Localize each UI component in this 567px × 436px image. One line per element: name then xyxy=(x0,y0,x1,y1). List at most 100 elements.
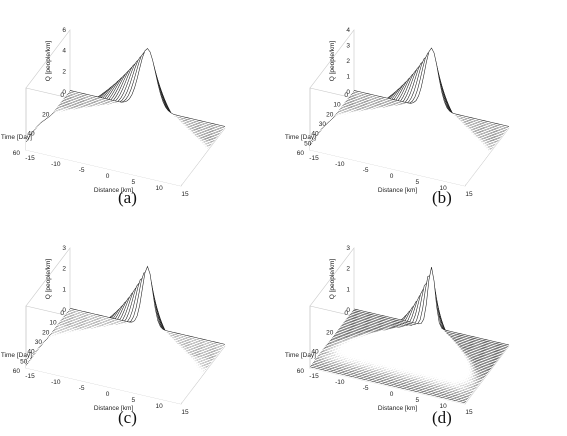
surface-fill-d xyxy=(329,340,485,378)
surface-fill-d xyxy=(327,343,483,381)
y-tick-label-b: 30 xyxy=(319,121,327,128)
surface-fill-d xyxy=(315,359,471,398)
x-tick-label-c: 15 xyxy=(181,409,189,416)
surface-fill-d xyxy=(340,326,496,364)
surface-fill-d xyxy=(319,354,475,392)
surface-fill-d xyxy=(338,329,494,367)
y-tick-label-b: 20 xyxy=(326,111,334,118)
x-tick-label-c: 5 xyxy=(132,397,136,404)
z-tick-label-b: 2 xyxy=(346,58,350,65)
z-axis-label-a: Q [people/km] xyxy=(45,41,52,82)
panel-b: -15 -10 -5 0 5 10 15 0 10 20 30 40 50 60 0 1 2 3 4 Distance… xyxy=(284,0,567,218)
x-tick-label-b: -15 xyxy=(309,155,319,162)
panel-d: -15 -10 -5 0 5 10 15 0 20 40 60 0 1 2 3 Distance [km] Ti… xyxy=(284,218,567,436)
panel-c: -15 -10 -5 0 5 10 15 0 10 20 30 40 50 60 0 1 2 3 Distance … xyxy=(0,218,283,436)
surface-fill-d xyxy=(320,352,476,391)
surface-plot-c: -15-10-505101501020304050600123Distance … xyxy=(1,245,226,416)
x-tick-label-a: -10 xyxy=(51,161,61,168)
z-axis-label-c: Q [people/km] xyxy=(45,259,52,300)
z-tick-label-b: 1 xyxy=(346,74,350,81)
surface-fill-d xyxy=(328,341,484,380)
surface-fill-d xyxy=(318,355,474,393)
surface-fill-d xyxy=(325,345,481,384)
surface-fill-a xyxy=(70,48,225,129)
x-tick-label-d: 10 xyxy=(440,403,448,410)
surface-fill-c xyxy=(70,266,225,346)
surface-fill-d xyxy=(314,361,470,399)
z-tick-label-c: 2 xyxy=(62,266,66,273)
y-tick-label-c: 40 xyxy=(27,349,35,356)
z-tick-label-b: 0 xyxy=(346,89,350,96)
y-tick-label-b: 40 xyxy=(311,131,319,138)
z-tick-label-a: 0 xyxy=(62,89,66,96)
surface-fill-d xyxy=(323,348,479,387)
y-tick-label-c: 50 xyxy=(20,358,28,365)
surface-fill-d xyxy=(312,363,468,402)
surface-fill-d xyxy=(321,351,477,389)
x-tick-label-d: -10 xyxy=(335,379,345,386)
z-tick-label-a: 6 xyxy=(62,27,66,34)
z-tick-label-d: 0 xyxy=(346,307,350,314)
x-tick-label-c: 10 xyxy=(156,403,164,410)
surface-fill-d xyxy=(311,365,467,403)
y-axis-label-c: Time [Day] xyxy=(1,352,32,359)
x-axis-label-c: Distance [km] xyxy=(94,405,134,412)
surface-mesh-a xyxy=(25,48,226,186)
y-tick-label-b: 0 xyxy=(344,92,348,99)
surface-fill-d xyxy=(337,331,493,369)
surface-line-a xyxy=(69,48,226,127)
surface-fill-d xyxy=(322,349,478,388)
x-tick-label-c: -10 xyxy=(51,379,61,386)
x-tick-label-a: -15 xyxy=(25,155,35,162)
y-axis-label-b: Time [Day] xyxy=(285,134,316,141)
z-tick-label-d: 1 xyxy=(346,286,350,293)
x-tick-label-a: 10 xyxy=(156,185,164,192)
surface-fill-d xyxy=(317,356,473,395)
surface-fill-d xyxy=(341,325,497,363)
z-tick-label-b: 4 xyxy=(346,27,350,34)
x-tick-label-a: 0 xyxy=(106,173,110,180)
y-tick-label-b: 10 xyxy=(333,102,341,109)
surface-fill-d xyxy=(316,358,472,396)
x-tick-label-b: 5 xyxy=(416,179,420,186)
surface-fill-d xyxy=(310,366,465,404)
surface-fill-d xyxy=(342,323,498,362)
x-tick-label-c: 0 xyxy=(106,391,110,398)
x-tick-label-d: -5 xyxy=(363,385,369,392)
surface-fill-d xyxy=(332,337,487,375)
x-tick-label-b: 15 xyxy=(465,191,473,198)
surface-mesh-c xyxy=(25,265,226,404)
x-tick-label-b: 10 xyxy=(440,185,448,192)
z-tick-label-b: 3 xyxy=(346,43,350,50)
y-tick-label-c: 30 xyxy=(35,339,43,346)
surface-fill-b xyxy=(354,48,509,128)
surface-fill-d xyxy=(335,333,491,371)
surface-fill-d xyxy=(334,335,490,373)
x-tick-label-c: -15 xyxy=(25,373,35,380)
x-tick-label-d: -15 xyxy=(309,373,319,380)
surface-line-c xyxy=(69,265,226,345)
z-tick-label-d: 3 xyxy=(346,245,350,252)
surface-fill-d xyxy=(333,336,489,374)
y-tick-label-a: 0 xyxy=(60,92,64,99)
surface-mesh-d xyxy=(309,266,510,404)
z-axis-label-b: Q [people/km] xyxy=(329,41,336,82)
x-axis-label-b: Distance [km] xyxy=(378,187,418,194)
surface-mesh-b xyxy=(309,47,510,186)
y-tick-label-d: 60 xyxy=(297,368,305,375)
surface-fill-d xyxy=(313,362,469,400)
surface-line-d xyxy=(353,266,510,346)
y-tick-label-c: 20 xyxy=(42,329,50,336)
y-tick-label-d: 0 xyxy=(344,310,348,317)
y-axis-label-d: Time [Day] xyxy=(285,352,316,359)
x-tick-label-b: -10 xyxy=(335,161,345,168)
z-tick-label-c: 1 xyxy=(62,286,66,293)
x-tick-label-b: -5 xyxy=(363,167,369,174)
surface-line-d xyxy=(316,357,472,395)
x-tick-label-b: 0 xyxy=(390,173,394,180)
surface-fill-d xyxy=(336,332,492,370)
surface-line-d xyxy=(312,363,468,401)
y-tick-label-a: 40 xyxy=(27,131,35,138)
caption-c: (c) xyxy=(118,408,137,427)
